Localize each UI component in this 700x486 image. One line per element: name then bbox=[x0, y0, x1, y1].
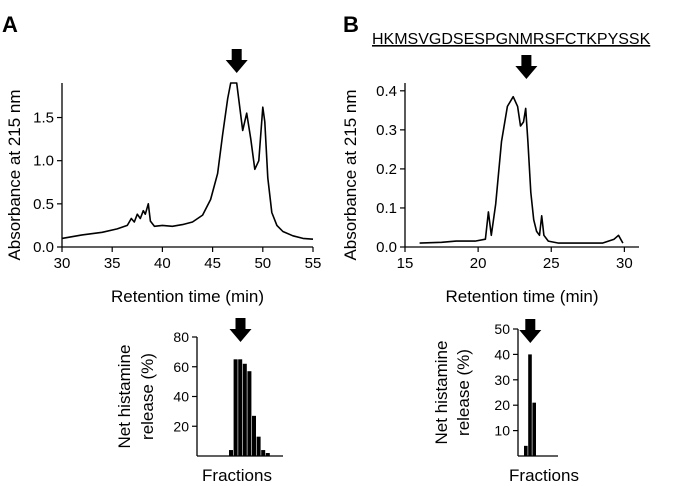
bar-y-tick-label: 40 bbox=[173, 389, 189, 405]
x-axis-title: Retention time (min) bbox=[111, 287, 264, 306]
x-tick-label: 30 bbox=[54, 255, 71, 272]
x-tick-label: 55 bbox=[305, 255, 322, 272]
x-tick-label: 15 bbox=[397, 255, 414, 272]
histamine-bar bbox=[247, 371, 252, 456]
y-tick-label: 0.4 bbox=[376, 83, 397, 100]
arrow-icon bbox=[225, 49, 248, 73]
chromatogram-trace bbox=[61, 82, 314, 240]
x-tick-label: 25 bbox=[543, 255, 560, 272]
histamine-bar bbox=[256, 436, 261, 456]
y-axis-title: Absorbance at 215 nm bbox=[341, 89, 360, 260]
x-tick-label: 50 bbox=[254, 255, 271, 272]
bar-y-tick-label: 20 bbox=[494, 397, 510, 413]
panel-b-peptide-sequence: HKMSVGDSESPGNMRSFCTKPYSSK bbox=[372, 31, 651, 48]
x-tick-label: 45 bbox=[204, 255, 221, 272]
bar-y-axis-title-line1: Net histamine bbox=[115, 345, 134, 449]
histamine-bar bbox=[265, 453, 270, 456]
bar-y-tick-label: 30 bbox=[494, 372, 510, 388]
x-tick-label: 20 bbox=[470, 255, 487, 272]
y-axis-title: Absorbance at 215 nm bbox=[5, 89, 24, 260]
panel-a-chromatogram: 30 35 40 45 50 55 0.0 0.5 1.0 1.5 Retention time (… bbox=[5, 49, 321, 306]
histamine-bar bbox=[252, 415, 256, 456]
x-tick-label: 30 bbox=[616, 255, 633, 272]
panel-a-letter: A bbox=[2, 12, 18, 37]
histamine-bar bbox=[261, 450, 266, 456]
histamine-bar bbox=[229, 450, 233, 456]
y-tick-label: 1.0 bbox=[33, 153, 54, 170]
bar-y-tick-label: 40 bbox=[494, 346, 510, 362]
bar-y-tick-label: 10 bbox=[494, 423, 510, 439]
histamine-bar bbox=[524, 445, 528, 456]
bar-y-tick-label: 80 bbox=[173, 329, 189, 345]
histamine-bar bbox=[532, 402, 536, 456]
histamine-bar bbox=[528, 354, 532, 456]
bar-x-axis-title: Fractions bbox=[509, 466, 579, 485]
panel-b-chromatogram: 15 20 25 30 0.0 0.1 0.2 0.3 0.4 Retention time (m… bbox=[341, 55, 639, 306]
panel-b-letter: B bbox=[343, 12, 359, 37]
y-tick-label: 1.5 bbox=[33, 110, 54, 127]
panel-a-histamine-bar-chart: 20 40 60 80 Fractions Net histamine release (%… bbox=[115, 318, 283, 485]
chromatogram-trace bbox=[419, 95, 624, 244]
panel-b-histamine-bar-chart: 10 20 30 40 50 Fractions Net histamine release … bbox=[432, 319, 579, 485]
histamine-bar bbox=[233, 359, 238, 456]
y-tick-label: 0.0 bbox=[376, 239, 397, 256]
y-tick-label: 0.5 bbox=[33, 196, 54, 213]
arrow-icon bbox=[515, 55, 538, 79]
bar-x-axis-title: Fractions bbox=[202, 466, 272, 485]
histamine-bar bbox=[238, 359, 243, 456]
y-tick-label: 0.2 bbox=[376, 161, 397, 178]
x-tick-label: 40 bbox=[154, 255, 171, 272]
bar-y-tick-label: 20 bbox=[173, 418, 189, 434]
bar-y-tick-label: 60 bbox=[173, 359, 189, 375]
bar-y-tick-label: 50 bbox=[494, 321, 510, 337]
x-axis-title: Retention time (min) bbox=[445, 287, 598, 306]
histamine-bar bbox=[242, 363, 247, 456]
arrow-icon bbox=[519, 319, 542, 343]
y-tick-label: 0.1 bbox=[376, 200, 397, 217]
bar-y-axis-title-line2: release (%) bbox=[454, 349, 473, 436]
arrow-icon bbox=[229, 318, 252, 342]
bar-y-axis-title-line2: release (%) bbox=[138, 353, 157, 440]
y-tick-label: 0.3 bbox=[376, 122, 397, 139]
x-tick-label: 35 bbox=[104, 255, 121, 272]
bar-y-axis-title-line1: Net histamine bbox=[432, 341, 451, 445]
y-tick-label: 0.0 bbox=[33, 239, 54, 256]
